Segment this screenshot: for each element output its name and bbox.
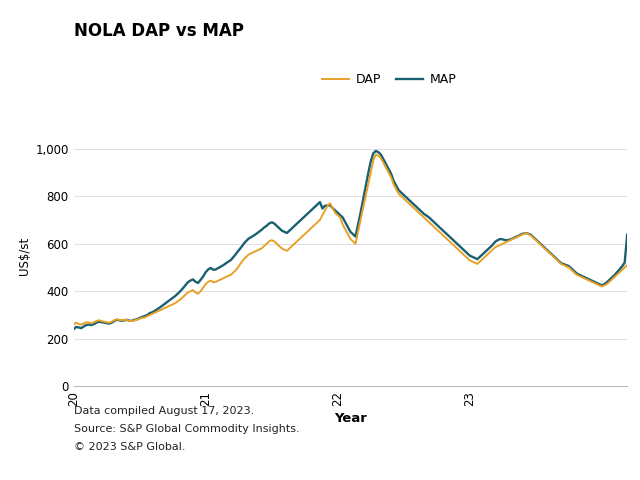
MAP <box>489 242 497 248</box>
X-axis label: Year: Year <box>334 412 367 425</box>
DAP <box>98 318 106 324</box>
Legend: DAP, MAP: DAP, MAP <box>322 73 456 86</box>
Text: Data compiled August 17, 2023.: Data compiled August 17, 2023. <box>74 406 254 416</box>
MAP <box>527 232 534 238</box>
DAP <box>527 232 534 238</box>
MAP <box>623 232 631 238</box>
MAP <box>98 319 106 325</box>
Text: Source: S&P Global Commodity Insights.: Source: S&P Global Commodity Insights. <box>74 424 300 434</box>
DAP <box>418 212 426 218</box>
Text: © 2023 S&P Global.: © 2023 S&P Global. <box>74 442 185 452</box>
MAP <box>418 209 426 215</box>
Line: MAP: MAP <box>74 151 627 329</box>
MAP <box>285 228 293 233</box>
MAP <box>293 221 301 227</box>
DAP <box>285 246 293 252</box>
DAP <box>293 239 301 244</box>
Line: DAP: DAP <box>74 155 627 324</box>
DAP <box>70 322 77 327</box>
DAP <box>489 247 497 252</box>
MAP <box>372 148 380 154</box>
Text: NOLA DAP vs MAP: NOLA DAP vs MAP <box>74 22 243 40</box>
DAP <box>623 262 631 268</box>
Y-axis label: US$/st: US$/st <box>18 237 31 275</box>
DAP <box>372 152 380 157</box>
MAP <box>70 326 77 332</box>
